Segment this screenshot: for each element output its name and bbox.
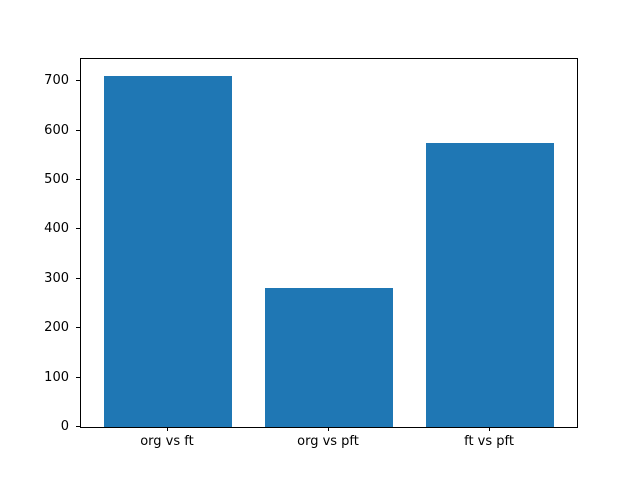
plot-area	[80, 58, 578, 428]
x-tick-mark	[328, 427, 329, 431]
y-tick-mark	[76, 376, 80, 378]
y-tick-mark	[76, 179, 80, 181]
y-tick-mark	[76, 426, 80, 427]
x-tick-label: org vs pft	[297, 434, 359, 449]
y-tick-label: 200	[44, 320, 69, 336]
bar-org-vs-pft	[264, 288, 394, 427]
x-tick-mark	[166, 427, 168, 431]
y-tick-label: 400	[44, 221, 69, 237]
bar-org-vs-ft	[103, 76, 233, 427]
x-tick-label: ft vs pft	[464, 434, 514, 449]
x-tick-mark	[489, 427, 491, 431]
y-tick-mark	[76, 228, 80, 230]
y-tick-label: 0	[60, 419, 69, 434]
y-tick-label: 500	[44, 172, 69, 188]
y-tick-label: 700	[44, 73, 69, 89]
y-tick-mark	[76, 277, 80, 279]
y-tick-mark	[76, 80, 80, 82]
y-tick-mark	[76, 327, 80, 329]
y-tick-mark	[76, 129, 80, 131]
x-tick-label: org vs ft	[140, 434, 194, 449]
y-tick-label: 300	[44, 270, 69, 286]
y-tick-label: 100	[44, 369, 69, 385]
bar-ft-vs-pft	[425, 142, 555, 427]
y-tick-label: 600	[44, 122, 69, 138]
